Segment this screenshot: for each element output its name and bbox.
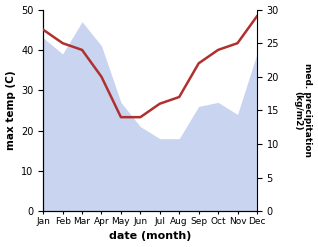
Y-axis label: med. precipitation
(kg/m2): med. precipitation (kg/m2) bbox=[293, 63, 313, 157]
X-axis label: date (month): date (month) bbox=[109, 231, 191, 242]
Y-axis label: max temp (C): max temp (C) bbox=[5, 71, 16, 150]
